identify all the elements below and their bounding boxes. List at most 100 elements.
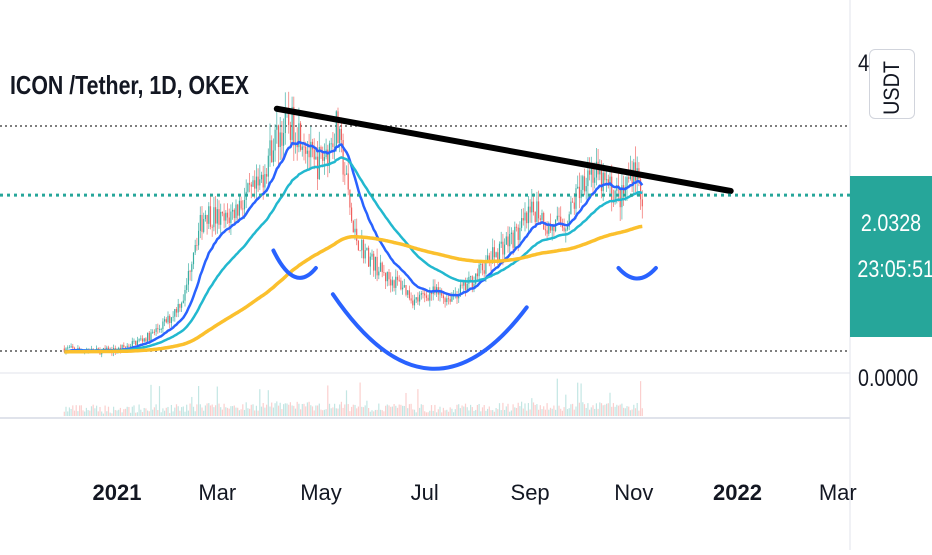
- volume-bar: [413, 409, 416, 416]
- candle-body: [255, 176, 257, 189]
- right-shoulder-arc[interactable]: [616, 266, 658, 281]
- candle-body: [524, 212, 526, 221]
- candle-body: [334, 146, 336, 148]
- volume-bar: [111, 413, 113, 416]
- candle-body: [429, 292, 431, 301]
- volume-bar: [473, 410, 475, 416]
- volume-bar: [441, 412, 443, 416]
- currency-unit-button[interactable]: USDT: [869, 49, 915, 119]
- volume-bar: [368, 407, 370, 416]
- candle-body: [572, 201, 574, 203]
- volume-bar: [555, 409, 557, 416]
- volume-bar: [339, 404, 341, 416]
- candle-body: [368, 247, 370, 267]
- volume-bar: [320, 409, 322, 416]
- volume-bar: [470, 404, 472, 416]
- volume-bar: [396, 407, 399, 416]
- candle-body: [281, 132, 283, 146]
- cup-pattern-arc[interactable]: [330, 292, 529, 371]
- volume-bar: [208, 403, 210, 416]
- candle-body: [369, 256, 371, 267]
- candle-body: [381, 262, 383, 273]
- left-shoulder-arc[interactable]: [271, 248, 318, 280]
- volume-bar: [349, 411, 351, 416]
- volume-bar: [274, 403, 276, 416]
- candle-body: [551, 226, 553, 231]
- volume-bar: [308, 401, 310, 416]
- candle-body: [305, 146, 307, 154]
- volume-bar: [390, 406, 392, 416]
- volume-bar: [257, 410, 259, 416]
- drawing-annotations[interactable]: [271, 105, 734, 371]
- candle-body: [420, 293, 422, 295]
- candle-body: [179, 303, 181, 308]
- candle-body: [606, 179, 608, 181]
- time-axis[interactable]: 2021 Mar May Jul Sep Nov 2022 Mar: [93, 480, 857, 505]
- volume-bar: [296, 401, 298, 416]
- volume-bar: [354, 404, 356, 416]
- candle-body: [417, 297, 419, 302]
- volume-bar: [628, 406, 630, 416]
- candle-body: [67, 347, 69, 349]
- volume-bar: [532, 402, 535, 416]
- volume-bar: [206, 403, 208, 416]
- candle-body: [514, 226, 516, 248]
- candle-body: [351, 207, 353, 221]
- candle-body: [162, 321, 164, 329]
- candle-body: [266, 174, 268, 177]
- candle-body: [237, 204, 239, 216]
- volume-bar: [371, 410, 373, 416]
- candle-body: [327, 149, 329, 166]
- candle-body: [391, 280, 393, 286]
- volume-bar: [211, 404, 213, 416]
- candle-body: [356, 228, 358, 242]
- candle-body: [169, 315, 171, 324]
- candle-body: [473, 283, 475, 288]
- volume-bar: [607, 403, 609, 416]
- candle-body: [376, 256, 378, 276]
- volume-bar: [291, 405, 293, 416]
- volume-bar: [551, 408, 553, 416]
- resistance-trendline[interactable]: [273, 105, 734, 194]
- candle-body: [602, 172, 604, 192]
- candle-body: [446, 298, 448, 302]
- volume-bar: [543, 406, 545, 416]
- volume-bar: [563, 407, 565, 416]
- candle-body: [198, 230, 200, 246]
- candle-body: [260, 174, 263, 180]
- candle-body: [158, 329, 161, 330]
- candle-body: [186, 284, 188, 291]
- volume-bar: [96, 405, 98, 416]
- volume-bar: [522, 408, 524, 416]
- candle-body: [174, 309, 176, 317]
- volume-bar: [495, 408, 497, 416]
- volume-bar: [147, 410, 149, 416]
- volume-bar: [408, 404, 410, 416]
- candle-body: [607, 179, 609, 186]
- candle-body: [218, 209, 220, 225]
- candle-body: [340, 128, 342, 141]
- candle-body: [529, 206, 531, 213]
- volume-bar: [538, 409, 540, 416]
- volume-bar: [514, 407, 516, 416]
- volume-bar: [332, 407, 334, 416]
- volume-bar: [255, 405, 257, 416]
- symbol-title[interactable]: ICON /Tether, 1D, OKEX: [10, 70, 249, 100]
- volume-bar: [94, 408, 96, 416]
- volume-bar: [604, 404, 606, 416]
- candle-body: [541, 213, 543, 220]
- candle-body: [412, 300, 414, 306]
- volume-bar: [298, 403, 300, 416]
- volume-bar: [65, 406, 67, 416]
- candle-body: [519, 227, 521, 240]
- candle-body: [548, 223, 550, 234]
- volume-bar: [247, 408, 249, 416]
- candle-body: [458, 295, 460, 299]
- candle-body: [192, 252, 195, 265]
- volume-bar: [114, 410, 116, 416]
- candle-body: [228, 217, 230, 223]
- volume-bar: [220, 407, 222, 416]
- volume-bar: [595, 403, 597, 416]
